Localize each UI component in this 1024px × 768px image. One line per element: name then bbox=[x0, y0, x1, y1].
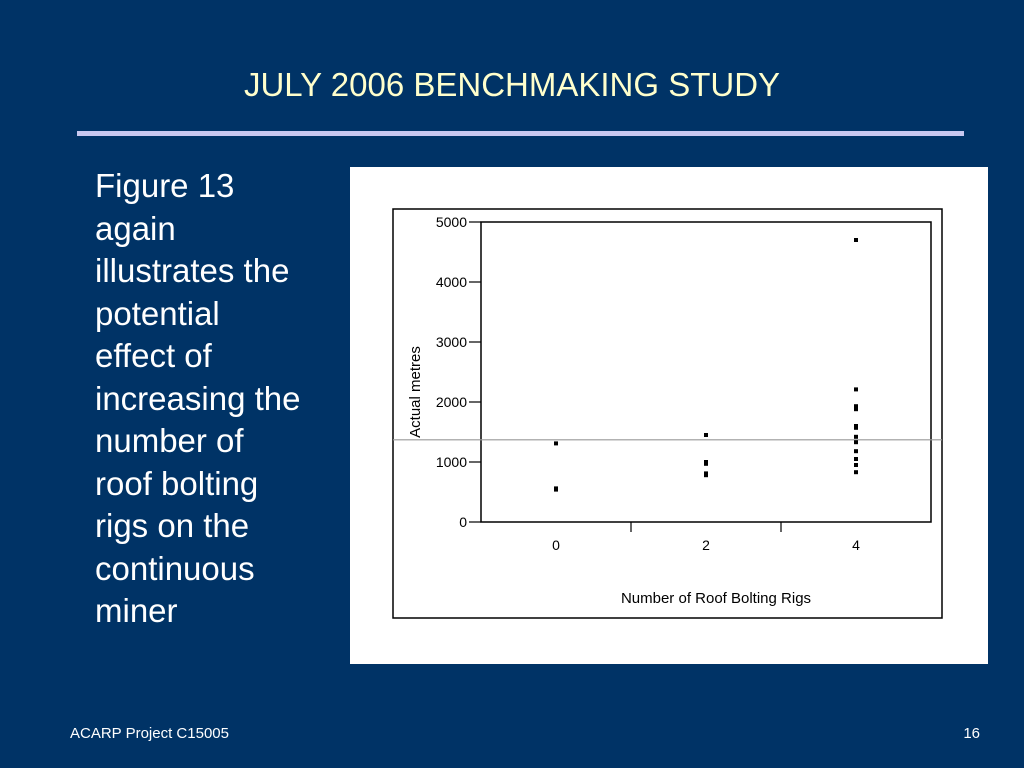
data-point bbox=[854, 238, 858, 242]
data-point bbox=[704, 433, 708, 437]
data-point bbox=[854, 434, 858, 439]
data-point bbox=[554, 487, 558, 492]
body-line: increasing the bbox=[95, 379, 301, 417]
data-point bbox=[854, 440, 858, 445]
slide-title: JULY 2006 BENCHMAKING STUDY bbox=[243, 66, 781, 103]
body-line: number of bbox=[95, 422, 244, 459]
title-divider bbox=[77, 131, 964, 136]
data-point bbox=[854, 457, 858, 461]
page-number: 16 bbox=[963, 725, 980, 742]
data-point bbox=[854, 470, 858, 475]
data-point bbox=[704, 473, 708, 478]
y-tick-label: 2000 bbox=[436, 394, 467, 410]
body-line: rigs on the bbox=[95, 507, 250, 544]
y-tick-label: 4000 bbox=[436, 274, 467, 290]
x-tick-label: 0 bbox=[552, 537, 560, 553]
x-axis-label: Number of Roof Bolting Rigs bbox=[621, 590, 811, 607]
y-tick-label: 0 bbox=[459, 514, 467, 530]
data-point bbox=[854, 407, 858, 412]
data-point bbox=[704, 461, 708, 466]
data-point bbox=[854, 463, 858, 467]
y-tick-label: 1000 bbox=[436, 454, 467, 470]
footer-project: ACARP Project C15005 bbox=[70, 725, 229, 742]
body-line: again bbox=[95, 209, 176, 247]
body-text: Figure 13 again illustrates the potentia… bbox=[95, 165, 355, 633]
x-tick-label: 2 bbox=[702, 537, 710, 553]
plot-area bbox=[480, 221, 932, 523]
body-line: roof bolting bbox=[95, 464, 259, 502]
data-point bbox=[554, 441, 558, 446]
body-line: continuous bbox=[95, 549, 255, 587]
data-point bbox=[854, 387, 858, 392]
data-point bbox=[854, 449, 858, 454]
chart-frame bbox=[392, 208, 943, 619]
body-line: miner bbox=[95, 592, 178, 629]
data-point bbox=[854, 404, 858, 409]
body-line: illustrates the bbox=[95, 252, 290, 289]
y-tick-label: 5000 bbox=[436, 214, 467, 230]
x-tick-label: 4 bbox=[852, 537, 860, 553]
chart-panel: 0 1000 2000 3000 4000 5000 0 2 4 Number of Roof B… bbox=[350, 167, 988, 664]
body-line: Figure 13 bbox=[95, 167, 235, 204]
body-line: potential bbox=[95, 294, 220, 332]
y-axis-label: Actual metres bbox=[407, 346, 424, 438]
scatter-chart: 0 1000 2000 3000 4000 5000 0 2 4 Number of Roof B… bbox=[392, 208, 943, 619]
body-line: effect of bbox=[95, 337, 212, 374]
y-tick-label: 3000 bbox=[436, 334, 467, 350]
data-point bbox=[854, 425, 858, 430]
